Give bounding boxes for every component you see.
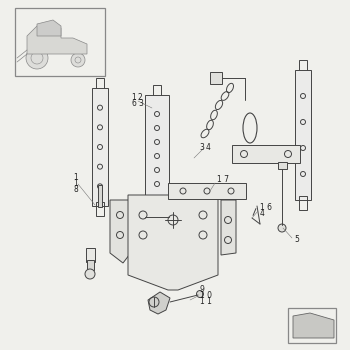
Text: 1: 1 (73, 174, 78, 182)
Bar (168, 183, 246, 199)
Circle shape (26, 47, 48, 69)
Bar (288, 308, 336, 343)
Bar (299, 196, 307, 210)
Bar (278, 162, 287, 169)
Text: 8: 8 (73, 186, 78, 195)
Bar (87, 260, 94, 270)
Text: 1: 1 (131, 93, 136, 103)
Polygon shape (221, 200, 236, 255)
Bar (153, 85, 161, 99)
Text: 1 0: 1 0 (200, 292, 212, 301)
Text: 1 6: 1 6 (260, 203, 272, 212)
Text: 4: 4 (260, 210, 265, 218)
Circle shape (196, 290, 203, 298)
Bar (98, 185, 102, 207)
Bar (96, 202, 104, 216)
Bar (86, 248, 95, 262)
Polygon shape (27, 24, 87, 54)
Text: 3: 3 (199, 144, 204, 153)
Bar (210, 72, 222, 84)
Text: 3: 3 (138, 99, 143, 108)
Text: 9: 9 (200, 286, 205, 294)
Bar (299, 60, 307, 74)
Polygon shape (148, 292, 170, 314)
Text: 1 1: 1 1 (200, 298, 212, 307)
Bar (96, 78, 104, 92)
Polygon shape (110, 200, 133, 263)
Bar (145, 95, 169, 217)
Bar (15, 8, 105, 76)
Circle shape (71, 53, 85, 67)
Text: 6: 6 (131, 99, 136, 108)
Bar (232, 145, 300, 163)
Polygon shape (293, 313, 334, 338)
Text: 1 7: 1 7 (217, 175, 229, 184)
Text: 1: 1 (73, 180, 78, 189)
Text: 2: 2 (138, 93, 143, 103)
Text: 4: 4 (206, 144, 211, 153)
Circle shape (85, 269, 95, 279)
Text: 5: 5 (294, 236, 299, 245)
Polygon shape (37, 20, 61, 36)
Bar (295, 70, 311, 200)
Polygon shape (128, 195, 218, 290)
Bar (92, 88, 108, 206)
Circle shape (278, 224, 286, 232)
